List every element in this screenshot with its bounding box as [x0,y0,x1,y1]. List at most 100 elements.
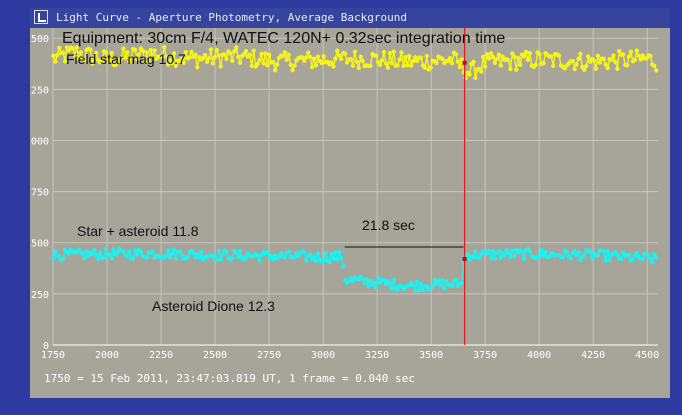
target-point-29 [107,252,113,257]
x-tick-label-5: 3000 [311,350,335,361]
event-marker-1 [462,257,467,262]
target-point-160 [362,281,367,286]
target-point-201 [442,286,447,291]
field-star-point-61 [169,60,175,66]
target-point-20 [90,252,95,257]
field-star-point-110 [265,62,270,68]
field-star-point-287 [609,57,614,62]
field-star-point-155 [352,49,358,54]
field-star-point-3 [57,45,62,50]
field-star-point-48 [144,50,149,55]
field-star-point-274 [584,63,589,69]
target-point-242 [521,256,527,262]
target-point-33 [115,250,120,255]
target-point-250 [537,253,542,258]
target-point-61 [169,251,175,257]
x-tick-label-0: 1750 [41,350,65,361]
target-point-17 [84,249,89,254]
target-point-255 [547,254,552,259]
target-point-175 [391,277,396,282]
light-curve-panel: 0 250 500 750 1000 1250 1500 1750 2000 2250 2500 2… [30,28,670,398]
field-star-point-134 [311,56,317,61]
field-star-point-85 [216,53,221,58]
field-star-point-252 [541,60,546,66]
field-star-point-95 [236,54,241,60]
target-point-307 [648,256,653,261]
field-star-point-307 [648,53,653,59]
field-star-point-147 [337,53,342,58]
y-tick-label-3: 750 [31,188,49,199]
target-point-145 [333,250,338,255]
target-point-92 [230,255,235,261]
field-star-point-181 [403,55,408,60]
field-star-point-179 [399,50,404,55]
target-point-177 [395,287,400,292]
field-star-point-113 [271,60,276,65]
target-point-94 [234,250,239,255]
x-tick-label-3: 2500 [203,350,227,361]
y-axis-ticks: 0 250 500 750 1000 1250 1500 [30,34,49,352]
target-point-76 [199,249,204,254]
field-star-point-296 [626,54,632,59]
target-point-296 [626,252,632,258]
target-point-144 [331,256,336,262]
target-point-262 [560,254,566,260]
field-star-point-2 [55,52,60,58]
target-point-124 [292,255,297,260]
field-star-point-301 [636,53,641,59]
field-star-point-51 [150,53,155,58]
field-star-point-154 [350,63,356,68]
field-star-point-150 [342,51,348,56]
target-point-195 [430,284,435,289]
target-point-213 [465,252,470,257]
target-point-142 [327,259,332,265]
field-star-point-83 [212,55,217,60]
field-star-point-207 [453,52,459,57]
target-point-132 [307,252,313,257]
field-star-point-224 [486,56,492,61]
field-star-point-20 [90,61,95,66]
field-star-point-133 [309,64,315,70]
target-point-135 [313,258,319,263]
field-star-point-257 [551,63,556,68]
field-star-point-309 [652,63,657,68]
field-star-point-240 [517,62,523,67]
target-point-270 [576,250,581,255]
field-star-point-91 [228,51,233,56]
target-point-26 [101,255,107,260]
field-star-point-222 [482,64,488,69]
app-checkmark-icon[interactable] [34,10,48,24]
field-star-point-74 [195,65,200,70]
y-tick-label-0: 0 [43,341,49,352]
field-star-point-56 [160,54,165,59]
target-point-23 [96,256,101,262]
target-point-187 [414,279,420,285]
grid-lines [52,28,658,346]
field-star-point-111 [267,52,272,58]
field-star-point-63 [173,63,179,68]
target-point-129 [302,249,307,255]
field-star-point-39 [127,59,132,64]
target-point-31 [111,247,116,252]
field-star-point-124 [292,63,297,68]
field-star-point-189 [418,55,424,60]
target-point-276 [588,249,593,254]
field-star-point-291 [617,49,622,54]
field-star-point-52 [152,48,157,53]
field-star-point-234 [506,58,511,63]
field-star-point-36 [121,46,126,51]
target-point-21 [92,247,97,253]
field-star-point-21 [92,55,97,60]
target-point-217 [473,249,478,254]
target-point-5 [61,256,66,262]
field-star-point-284 [603,62,608,67]
field-star-point-260 [556,53,562,58]
target-point-159 [360,276,365,281]
field-star-point-288 [611,53,616,58]
target-point-60 [167,255,173,260]
x-tick-label-7: 3500 [419,350,443,361]
field-star-point-143 [329,60,334,65]
x-tick-label-9: 4000 [527,350,551,361]
field-star-point-186 [412,55,418,60]
